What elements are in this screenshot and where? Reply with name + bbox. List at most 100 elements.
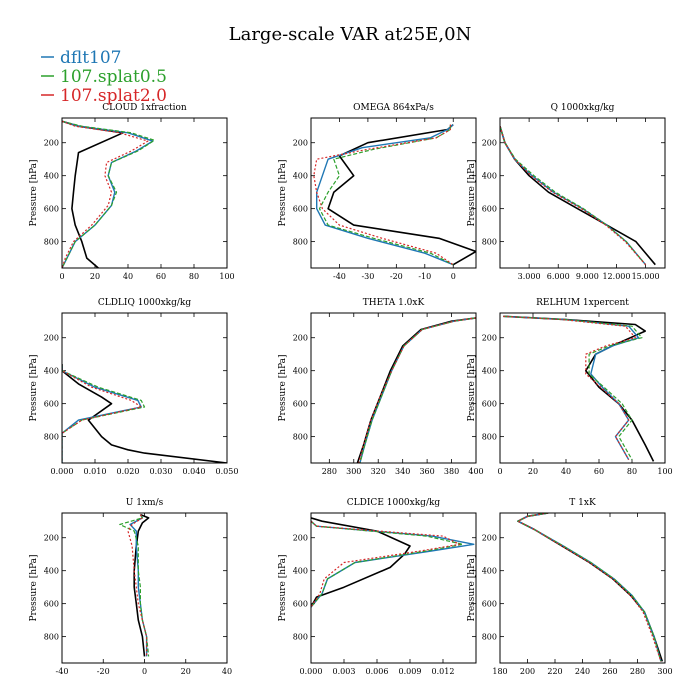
x-tick-label: 0 xyxy=(142,667,147,676)
x-tick-label: 40 xyxy=(123,272,133,281)
series-line-dflt107 xyxy=(503,315,640,461)
plot-frame xyxy=(61,312,228,464)
x-tick-label: 60 xyxy=(156,272,166,281)
series-group xyxy=(500,125,656,266)
panel-t: T 1xK Pressure [hPa] 200 400 600 800 180 200 220… xyxy=(467,498,673,676)
y-tick-label: 200 xyxy=(44,534,59,543)
series-line-107-splat2-0 xyxy=(503,315,636,460)
series-line-dflt107 xyxy=(316,124,454,266)
y-tick-label: 200 xyxy=(482,334,497,343)
y-tick-label: 400 xyxy=(482,367,497,376)
x-tick-label: 220 xyxy=(547,667,562,676)
x-tick-label: 80 xyxy=(627,467,637,476)
series-line-107-splat2-0 xyxy=(311,520,461,608)
series-line-control xyxy=(62,364,227,463)
series-line-control xyxy=(503,315,655,462)
x-tick-label: 320 xyxy=(371,467,386,476)
series-line-107-splat0-5 xyxy=(359,317,476,463)
series-group xyxy=(517,513,664,662)
series-line-107-splat2-0 xyxy=(500,126,647,266)
y-tick-label: 800 xyxy=(482,238,497,247)
panel-title-u: U 1xm/s xyxy=(126,498,164,508)
x-tick-label: 0.003 xyxy=(333,667,356,676)
x-tick-label: 0.010 xyxy=(84,467,107,476)
series-line-control xyxy=(517,513,664,662)
y-tick-label: 800 xyxy=(482,433,497,442)
y-tick-label: 400 xyxy=(482,567,497,576)
panel-title-cldice: CLDICE 1000xkg/kg xyxy=(347,498,441,508)
panel-title-omega: OMEGA 864xPa/s xyxy=(353,103,434,113)
series-line-107-splat0-5 xyxy=(62,364,146,463)
plot-frame xyxy=(499,117,666,269)
panel-title-theta: THETA 1.0xK xyxy=(363,298,425,308)
plot-frame xyxy=(310,312,477,464)
y-tick-label: 200 xyxy=(44,334,59,343)
x-tick-label: 20 xyxy=(90,272,100,281)
x-tick-label: 360 xyxy=(419,467,434,476)
x-tick-label: 9.000 xyxy=(576,272,599,281)
y-axis-label-q: Pressure [hPa] xyxy=(467,159,477,226)
x-tick-label: 0 xyxy=(497,467,502,476)
plot-frame xyxy=(310,512,477,664)
series-line-control xyxy=(500,125,656,266)
x-tick-label: 0 xyxy=(59,272,64,281)
y-tick-label: 600 xyxy=(482,205,497,214)
x-tick-label: 80 xyxy=(189,272,199,281)
x-tick-label: 0.000 xyxy=(300,667,323,676)
y-axis-label-cldliq: Pressure [hPa] xyxy=(29,354,39,421)
x-tick-label: -10 xyxy=(418,272,431,281)
panel-q: Q 1000xkg/kg Pressure [hPa] 200 400 600 800 3.… xyxy=(467,103,666,281)
legend: dflt107 107.splat0.5 107.splat2.0 xyxy=(41,48,167,106)
legend-entry-dflt107: dflt107 xyxy=(41,48,122,68)
series-group xyxy=(62,120,155,268)
series-group xyxy=(62,364,227,463)
x-tick-label: 240 xyxy=(575,667,590,676)
x-tick-label: 180 xyxy=(492,667,507,676)
series-line-107-splat0-5 xyxy=(62,120,155,268)
y-tick-label: 400 xyxy=(293,567,308,576)
x-tick-label: 340 xyxy=(395,467,410,476)
series-line-107-splat0-5 xyxy=(503,315,643,460)
panel-u: U 1xm/s Pressure [hPa] 200 400 600 800 -40 -20 0… xyxy=(29,498,232,676)
series-group xyxy=(503,315,655,462)
x-tick-label: 300 xyxy=(346,467,361,476)
x-tick-label: 15.000 xyxy=(632,272,660,281)
x-tick-label: 300 xyxy=(657,667,672,676)
y-tick-label: 600 xyxy=(482,600,497,609)
x-tick-label: -20 xyxy=(97,667,110,676)
series-line-107-splat2-0 xyxy=(358,317,476,463)
y-tick-label: 600 xyxy=(44,400,59,409)
panel-title-cldliq: CLDLIQ 1000xkg/kg xyxy=(98,298,192,308)
y-tick-label: 400 xyxy=(44,567,59,576)
series-line-control xyxy=(356,317,476,463)
x-tick-label: -40 xyxy=(333,272,346,281)
y-tick-label: 400 xyxy=(293,367,308,376)
x-tick-label: -30 xyxy=(361,272,374,281)
series-line-107-splat0-5 xyxy=(318,124,454,266)
series-group xyxy=(356,317,476,463)
y-tick-label: 200 xyxy=(44,139,59,148)
x-tick-label: 0.000 xyxy=(51,467,74,476)
figure-title: Large-scale VAR at25E,0N xyxy=(229,24,472,45)
series-line-107-splat2-0 xyxy=(517,513,662,662)
y-tick-label: 400 xyxy=(293,172,308,181)
series-line-dflt107 xyxy=(62,364,142,463)
panel-title-q: Q 1000xkg/kg xyxy=(551,103,615,113)
x-tick-label: 280 xyxy=(630,667,645,676)
y-axis-label-omega: Pressure [hPa] xyxy=(278,159,288,226)
x-tick-label: 3.000 xyxy=(518,272,541,281)
panel-title-t: T 1xK xyxy=(569,498,596,508)
x-tick-label: 60 xyxy=(594,467,604,476)
y-tick-label: 200 xyxy=(482,139,497,148)
panel-title-cloud: CLOUD 1xfraction xyxy=(102,103,187,113)
series-line-107-splat2-0 xyxy=(62,120,149,268)
panel-cldice: CLDICE 1000xkg/kg Pressure [hPa] 200 400 600… xyxy=(278,498,477,676)
y-tick-label: 800 xyxy=(293,433,308,442)
y-tick-label: 600 xyxy=(482,400,497,409)
panel-omega: OMEGA 864xPa/s Pressure [hPa] 200 400 600 800… xyxy=(278,103,477,281)
x-tick-label: -20 xyxy=(390,272,403,281)
series-line-107-splat0-5 xyxy=(311,520,464,608)
y-axis-label-theta: Pressure [hPa] xyxy=(278,354,288,421)
